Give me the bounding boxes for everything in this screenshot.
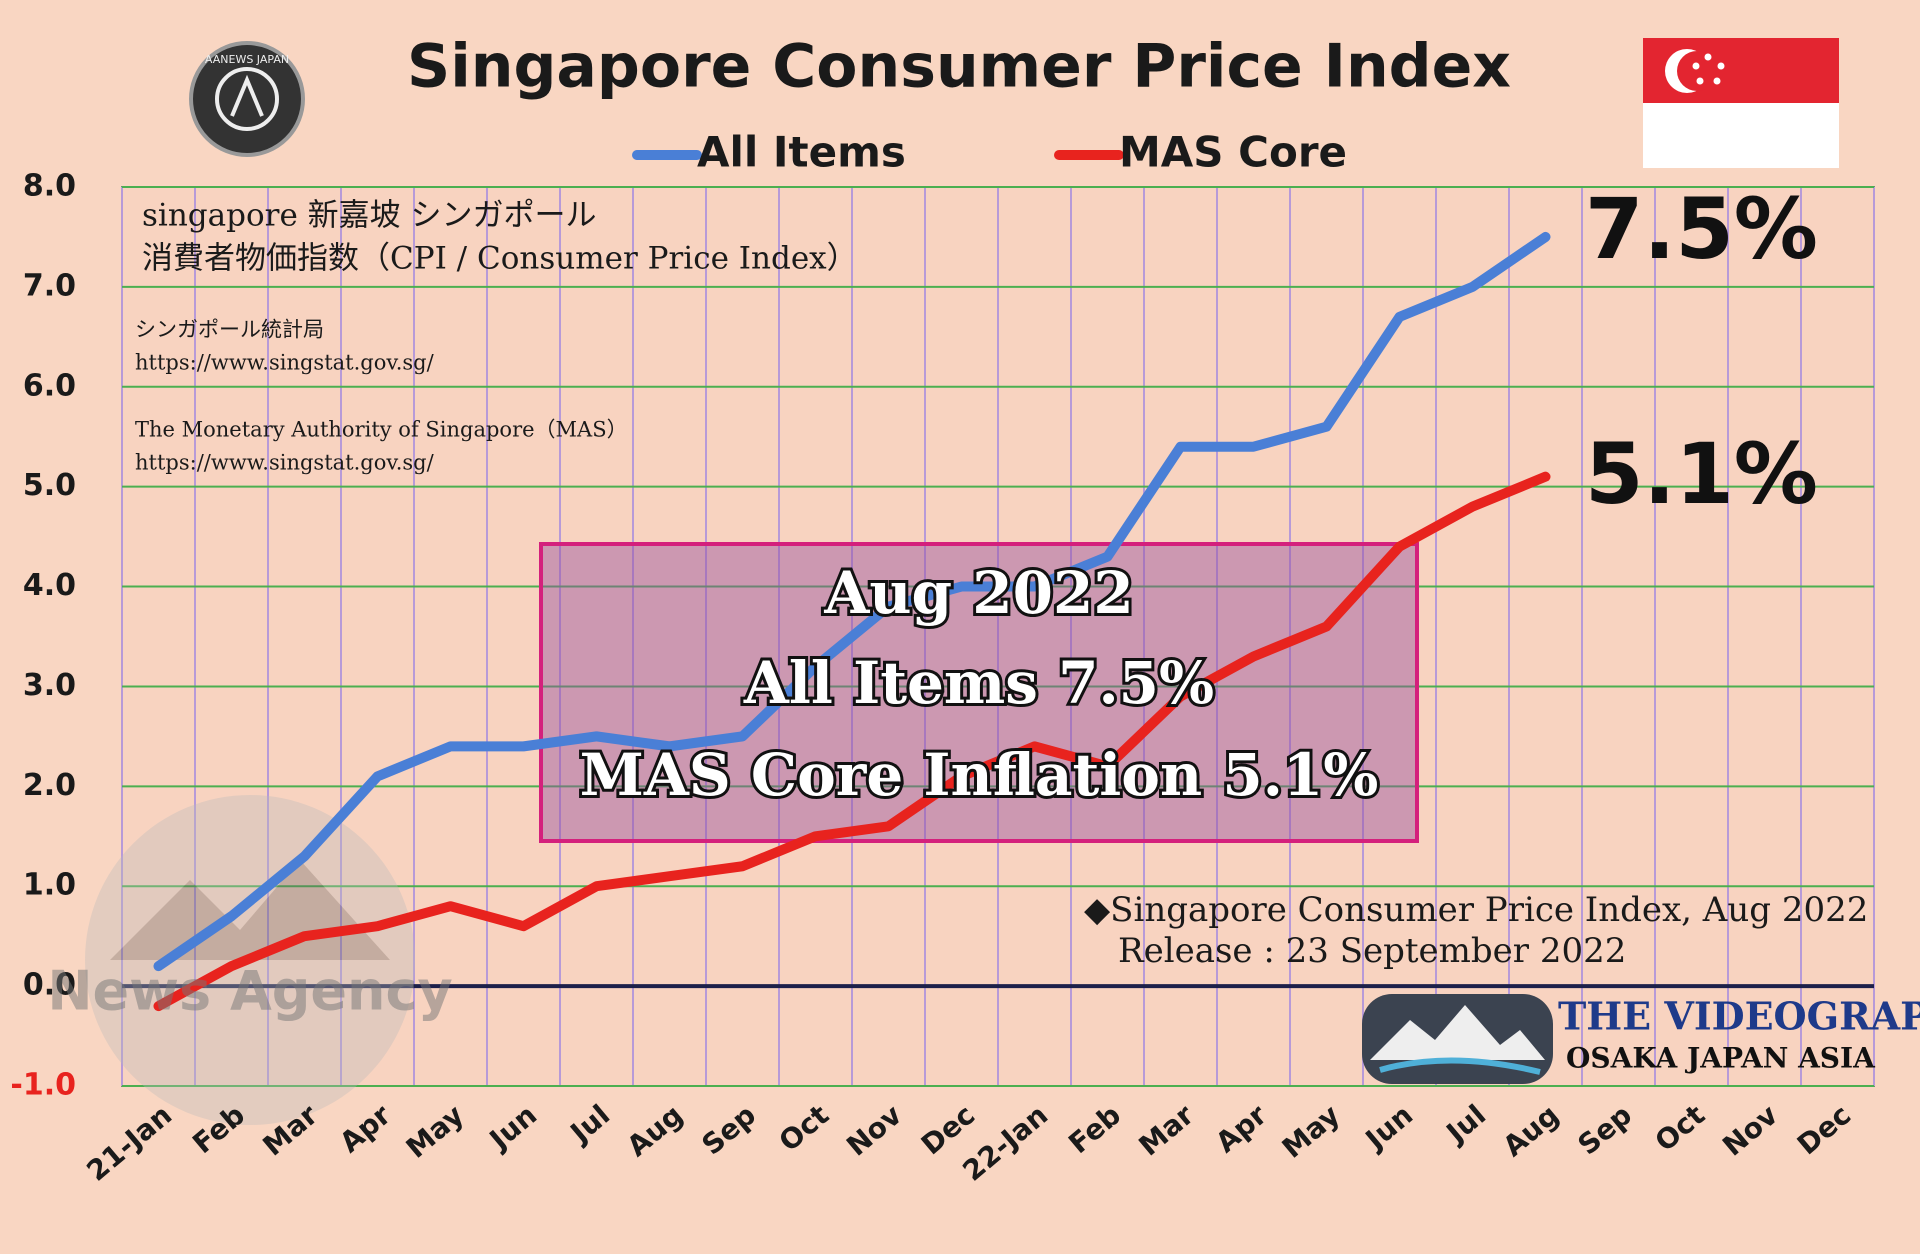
value-callout: 5.1% bbox=[1585, 425, 1818, 523]
legend-label: All Items bbox=[697, 128, 906, 177]
watermark-text: News Agency bbox=[47, 960, 452, 1023]
y-tick-label: 4.0 bbox=[23, 568, 76, 603]
y-tick-label: 8.0 bbox=[23, 169, 76, 204]
release-note: Release : 23 September 2022 bbox=[1118, 931, 1626, 971]
y-tick-label: -1.0 bbox=[10, 1068, 76, 1103]
y-tick-label: 6.0 bbox=[23, 368, 76, 403]
source-note: https://www.singstat.gov.sg/ bbox=[135, 451, 435, 475]
logo-text: AANEWS JAPAN bbox=[205, 53, 289, 66]
release-note: ◆Singapore Consumer Price Index, Aug 202… bbox=[1084, 890, 1868, 930]
box-text: Aug 2022 bbox=[823, 559, 1133, 627]
box-text: MAS Core Inflation 5.1% bbox=[580, 741, 1379, 809]
y-tick-label: 1.0 bbox=[23, 868, 76, 903]
legend-label: MAS Core bbox=[1119, 128, 1347, 177]
logo-text: THE VIDEOGRAPHY bbox=[1558, 994, 1920, 1039]
y-tick-label: 2.0 bbox=[23, 768, 76, 803]
y-tick-label: 5.0 bbox=[23, 468, 76, 503]
singapore-flag bbox=[1643, 38, 1839, 168]
logo-text: OSAKA JAPAN ASIA bbox=[1566, 1042, 1876, 1075]
series-line bbox=[153, 231, 1551, 972]
videography-logo bbox=[1362, 994, 1553, 1084]
source-note: https://www.singstat.gov.sg/ bbox=[135, 351, 435, 375]
y-tick-label: 7.0 bbox=[23, 268, 76, 303]
series-line bbox=[153, 471, 1551, 1012]
chart-title: Singapore Consumer Price Index bbox=[407, 32, 1511, 102]
source-note: The Monetary Authority of Singapore（MAS） bbox=[135, 418, 628, 442]
box-text: All Items 7.5% bbox=[743, 649, 1214, 717]
y-tick-label: 3.0 bbox=[23, 668, 76, 703]
source-note: singapore 新嘉坡 シンガポール bbox=[142, 198, 597, 234]
value-callout: 7.5% bbox=[1585, 180, 1818, 278]
source-note: シンガポール統計局 bbox=[135, 318, 324, 342]
y-tick-label: 0.0 bbox=[23, 968, 76, 1003]
source-note: 消費者物価指数（CPI / Consumer Price Index） bbox=[142, 241, 858, 277]
aanews-logo: AANEWS JAPAN bbox=[189, 41, 305, 157]
summary-box bbox=[539, 542, 1419, 843]
